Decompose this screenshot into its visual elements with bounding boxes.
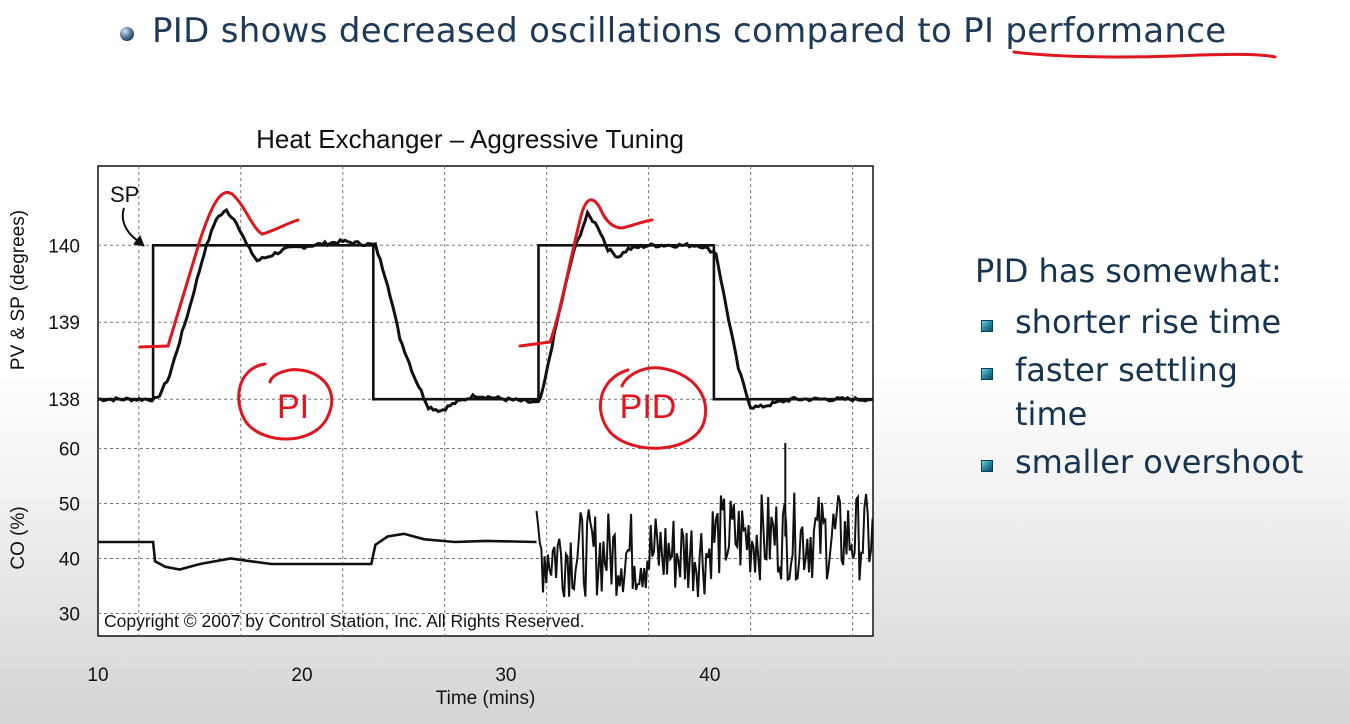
- y-tick-label: 139: [48, 313, 80, 334]
- y-tick-label: 30: [59, 605, 80, 626]
- pv-line: [97, 207, 874, 414]
- pi-circle-annotation: [237, 362, 334, 441]
- co-noisy-line: [535, 492, 874, 598]
- sp-arrowhead: [133, 234, 145, 247]
- headline: PID shows decreased oscillations compare…: [120, 6, 1226, 56]
- pid-trace-annotation: [518, 198, 654, 348]
- square-bullet-icon: [981, 368, 993, 380]
- side-item: faster settling time: [975, 348, 1345, 436]
- pi-annotation-label: PI: [277, 388, 309, 426]
- plot-frame: [97, 165, 874, 637]
- heat-exchanger-chart: 138 139 140 30 40 50 60 10 20 30 40 Time (mins) Heat…: [8, 124, 874, 709]
- x-tick-label: 40: [699, 665, 720, 686]
- y-axis-label-pv: PV & SP (degrees): [8, 210, 29, 370]
- chart-title: Heat Exchanger – Aggressive Tuning: [256, 124, 684, 154]
- square-bullet-icon: [981, 460, 993, 472]
- side-list: PID has somewhat: shorter rise time fast…: [975, 252, 1345, 488]
- co-line: [98, 532, 537, 571]
- pid-circle-annotation: [598, 366, 708, 450]
- y-tick-label: 60: [59, 440, 80, 461]
- side-item-label: faster settling time: [1015, 351, 1238, 433]
- pi-trace-annotation: [138, 191, 300, 349]
- pid-annotation-label: PID: [620, 388, 677, 426]
- side-item: shorter rise time: [975, 300, 1345, 344]
- x-tick-label: 30: [495, 665, 516, 686]
- y-tick-label: 138: [48, 390, 80, 411]
- copyright-text: Copyright © 2007 by Control Station, Inc…: [104, 611, 585, 631]
- x-axis-label: Time (mins): [436, 688, 536, 709]
- square-bullet-icon: [981, 320, 993, 332]
- sp-label: SP: [110, 182, 139, 207]
- setpoint-line: [98, 244, 873, 401]
- side-heading: PID has somewhat:: [975, 252, 1282, 290]
- side-item-label: shorter rise time: [1015, 303, 1282, 341]
- y-tick-label: 140: [48, 236, 80, 257]
- x-tick-label: 10: [87, 665, 108, 686]
- sphere-bullet-icon: [120, 27, 134, 41]
- y-tick-label: 40: [59, 550, 80, 571]
- side-item: smaller overshoot: [975, 440, 1345, 484]
- x-tick-label: 20: [291, 665, 312, 686]
- y-axis-label-co: CO (%): [8, 506, 29, 569]
- headline-text: PID shows decreased oscillations compare…: [152, 11, 1227, 51]
- y-tick-label: 50: [59, 495, 80, 516]
- side-item-label: smaller overshoot: [1015, 443, 1304, 481]
